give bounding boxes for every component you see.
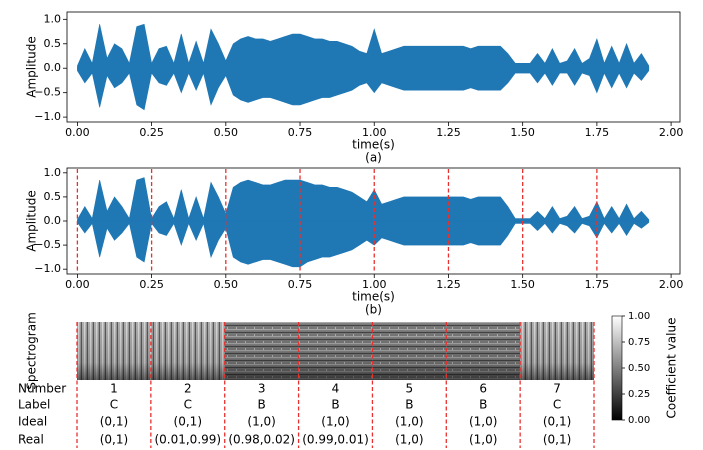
segment-real: (0,1)	[543, 433, 571, 447]
x-tick-label: 1.25	[436, 278, 461, 291]
panel-caption: (a)	[365, 151, 382, 165]
x-tick-label: 0.25	[139, 126, 164, 139]
axes-frame	[66, 11, 681, 123]
waveform-area	[77, 23, 650, 69]
spectrogram-shade	[77, 322, 151, 380]
segment-label: B	[405, 398, 413, 412]
row-label: Ideal	[18, 415, 47, 429]
segment-real: (0.98,0.02)	[228, 433, 295, 447]
segment-real: (0,1)	[100, 433, 128, 447]
segment-label: C	[184, 398, 192, 412]
x-tick-label: 1.50	[510, 126, 535, 139]
x-tick-label: 0.50	[214, 126, 239, 139]
x-tick-label: 0.75	[288, 278, 313, 291]
y-tick-label: 1.0	[44, 166, 62, 179]
segment-label: B	[479, 398, 487, 412]
panel-caption: (b)	[365, 303, 382, 317]
x-tick-label: 1.25	[436, 126, 461, 139]
x-tick-label: 2.00	[659, 278, 684, 291]
colorbar	[611, 315, 623, 421]
spectrogram-shade	[372, 322, 447, 380]
colorbar-label: Coefficient value	[665, 318, 679, 419]
colorbar-tick-label: 1.00	[628, 311, 650, 322]
spectrogram-shade	[520, 322, 594, 380]
segment-ideal: (1,0)	[321, 415, 349, 429]
segment-ideal: (0,1)	[100, 415, 128, 429]
segment-number: 7	[553, 382, 561, 396]
spectrogram-shade	[150, 322, 225, 380]
segment-ideal: (1,0)	[395, 415, 423, 429]
colorbar-tick-label: 0.50	[628, 363, 650, 374]
segment-number: 1	[110, 382, 118, 396]
segment-real: (0.01,0.99)	[154, 433, 221, 447]
y-tick-label: −0.5	[34, 238, 61, 251]
x-tick-label: 0.00	[65, 126, 90, 139]
segment-ideal: (0,1)	[543, 415, 571, 429]
y-axis-label: Amplitude	[25, 190, 39, 252]
y-tick-label: 1.0	[44, 12, 62, 25]
y-tick-label: 0.0	[44, 214, 62, 227]
x-tick-label: 1.75	[585, 278, 610, 291]
x-tick-label: 0.75	[288, 126, 313, 139]
segment-label: B	[331, 398, 339, 412]
segment-ideal: (1,0)	[247, 415, 275, 429]
x-tick-label: 1.50	[510, 278, 535, 291]
row-label: Real	[18, 433, 44, 447]
spectrogram-shade	[298, 322, 373, 380]
waveform-area	[77, 177, 650, 222]
segment-label: C	[110, 398, 118, 412]
y-tick-label: −1.0	[34, 262, 61, 275]
y-tick-label: −1.0	[34, 110, 61, 123]
x-tick-label: 0.00	[65, 278, 90, 291]
segment-real: (0.99,0.01)	[302, 433, 369, 447]
segment-number: 2	[184, 382, 192, 396]
x-tick-label: 1.00	[362, 126, 387, 139]
row-label: Number	[18, 382, 66, 396]
segment-number: 6	[479, 382, 487, 396]
waveform-area	[77, 67, 650, 111]
y-axis-label: Amplitude	[25, 36, 39, 98]
y-tick-label: 0.0	[44, 61, 62, 74]
x-axis-label: time(s)	[352, 138, 395, 152]
segment-number: 4	[332, 382, 340, 396]
segment-real: (1,0)	[469, 433, 497, 447]
x-tick-label: 0.25	[139, 278, 164, 291]
colorbar-tick-label: 0.25	[628, 389, 650, 400]
y-tick-label: 0.5	[44, 37, 62, 50]
x-tick-label: 2.00	[659, 126, 684, 139]
y-tick-label: −0.5	[34, 86, 61, 99]
x-axis-label: time(s)	[352, 290, 395, 304]
spectrogram-shade	[224, 322, 299, 380]
x-tick-label: 0.50	[214, 278, 239, 291]
segment-number: 5	[406, 382, 414, 396]
segment-ideal: (0,1)	[174, 415, 202, 429]
colorbar-tick-label: 0.75	[628, 337, 650, 348]
segment-number: 3	[258, 382, 266, 396]
colorbar-tick-label: 0.00	[628, 415, 650, 426]
y-tick-label: 0.5	[44, 190, 62, 203]
waveform-area	[77, 220, 650, 268]
y-axis-label: Spectrogram	[25, 312, 39, 390]
x-tick-label: 1.00	[362, 278, 387, 291]
segment-ideal: (1,0)	[469, 415, 497, 429]
segment-real: (1,0)	[395, 433, 423, 447]
spectrogram-shade	[446, 322, 521, 380]
x-tick-label: 1.75	[585, 126, 610, 139]
segment-label: C	[553, 398, 561, 412]
row-label: Label	[18, 398, 50, 412]
segment-label: B	[258, 398, 266, 412]
